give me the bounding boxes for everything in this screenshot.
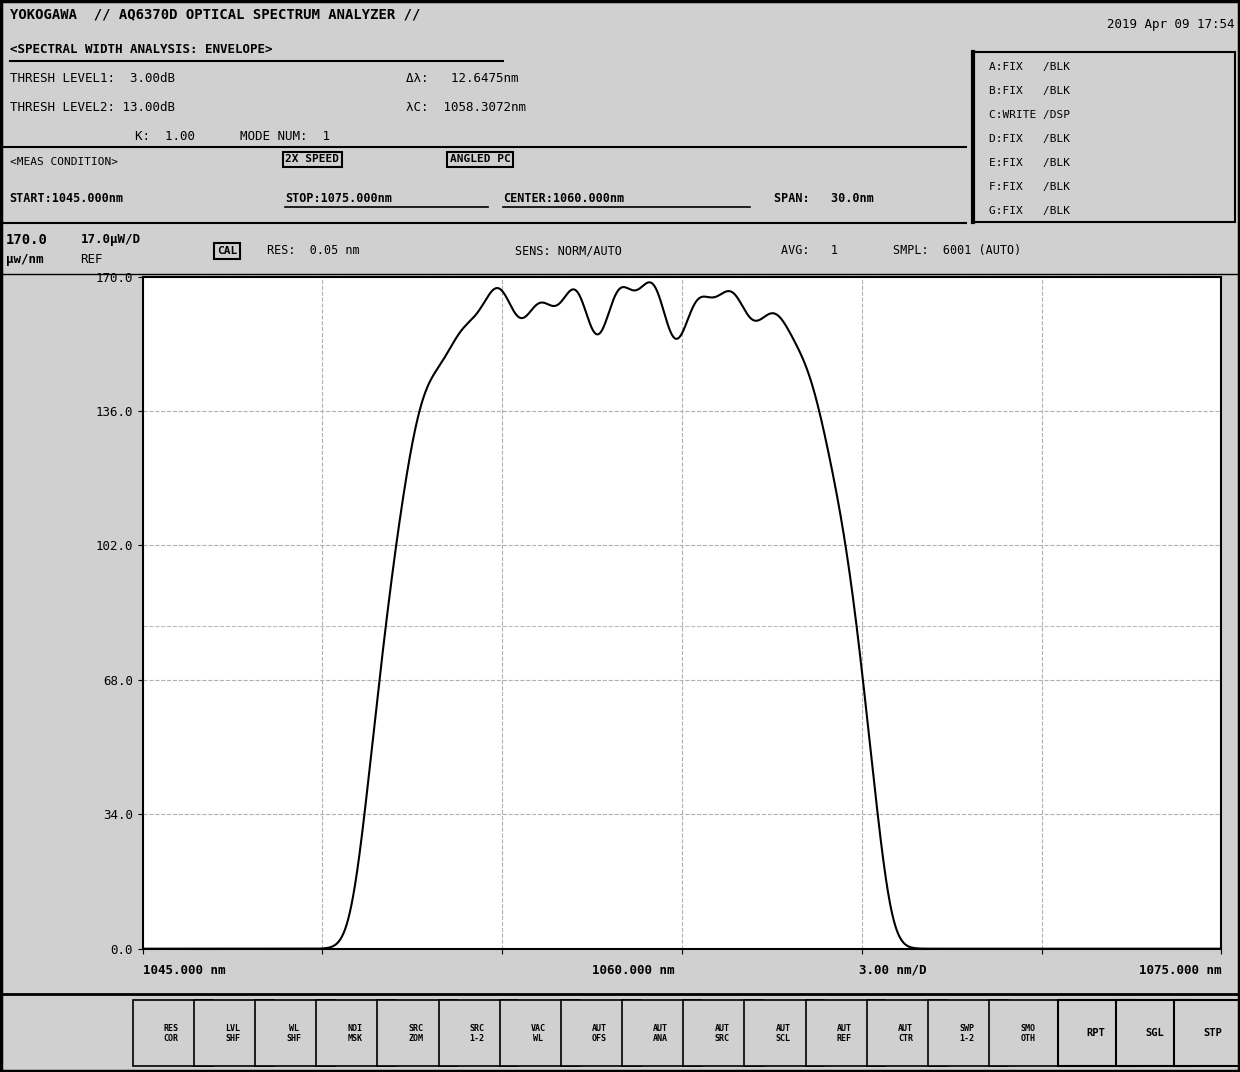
Text: AVG:   1: AVG: 1 <box>781 244 838 257</box>
Text: 1060.000 nm: 1060.000 nm <box>593 964 675 977</box>
Text: <MEAS CONDITION>: <MEAS CONDITION> <box>10 157 118 167</box>
Text: E:FIX   /BLK: E:FIX /BLK <box>990 158 1070 168</box>
Text: 2019 Apr 09 17:54: 2019 Apr 09 17:54 <box>1107 17 1235 31</box>
Text: LVL
SHF: LVL SHF <box>224 1024 241 1043</box>
FancyBboxPatch shape <box>316 1000 396 1067</box>
Text: λC:  1058.3072nm: λC: 1058.3072nm <box>407 102 526 115</box>
Text: AUT
REF: AUT REF <box>837 1024 852 1043</box>
FancyBboxPatch shape <box>377 1000 458 1067</box>
Text: START:1045.000nm: START:1045.000nm <box>10 192 124 205</box>
Text: RES
COR: RES COR <box>164 1024 179 1043</box>
Text: SWP
1-2: SWP 1-2 <box>959 1024 975 1043</box>
FancyBboxPatch shape <box>439 1000 518 1067</box>
Text: WL
SHF: WL SHF <box>286 1024 301 1043</box>
FancyBboxPatch shape <box>622 1000 702 1067</box>
Text: 17.0μW/D: 17.0μW/D <box>81 233 140 245</box>
Text: A:FIX   /BLK: A:FIX /BLK <box>990 62 1070 73</box>
Text: SRC
1-2: SRC 1-2 <box>470 1024 485 1043</box>
Text: 1045.000 nm: 1045.000 nm <box>143 964 226 977</box>
Text: THRESH LEVEL1:  3.00dB: THRESH LEVEL1: 3.00dB <box>10 73 175 86</box>
FancyBboxPatch shape <box>1058 1000 1135 1067</box>
Text: CAL: CAL <box>217 245 237 256</box>
FancyBboxPatch shape <box>133 1000 212 1067</box>
Text: SMO
OTH: SMO OTH <box>1021 1024 1035 1043</box>
Text: SPAN:   30.0nm: SPAN: 30.0nm <box>774 192 873 205</box>
FancyBboxPatch shape <box>683 1000 763 1067</box>
Text: AUT
SRC: AUT SRC <box>714 1024 729 1043</box>
Text: SGL: SGL <box>1145 1028 1164 1039</box>
Text: B:FIX   /BLK: B:FIX /BLK <box>990 86 1070 96</box>
Text: YOKOGAWA  // AQ6370D OPTICAL SPECTRUM ANALYZER //: YOKOGAWA // AQ6370D OPTICAL SPECTRUM ANA… <box>10 8 420 21</box>
FancyBboxPatch shape <box>500 1000 579 1067</box>
Text: 1075.000 nm: 1075.000 nm <box>1138 964 1221 977</box>
FancyBboxPatch shape <box>193 1000 274 1067</box>
FancyBboxPatch shape <box>928 1000 1008 1067</box>
Text: REF: REF <box>81 253 103 266</box>
FancyBboxPatch shape <box>560 1000 641 1067</box>
Text: AUT
SCL: AUT SCL <box>775 1024 791 1043</box>
Text: C:WRITE /DSP: C:WRITE /DSP <box>990 110 1070 120</box>
FancyBboxPatch shape <box>1174 1000 1240 1067</box>
Text: 2X SPEED: 2X SPEED <box>285 154 340 164</box>
Text: STP: STP <box>1203 1028 1223 1039</box>
Text: 3.00 nm/D: 3.00 nm/D <box>858 964 926 977</box>
FancyBboxPatch shape <box>744 1000 825 1067</box>
FancyBboxPatch shape <box>1116 1000 1193 1067</box>
Text: 170.0: 170.0 <box>6 233 48 247</box>
Text: THRESH LEVEL2: 13.00dB: THRESH LEVEL2: 13.00dB <box>10 102 175 115</box>
Text: AUT
CTR: AUT CTR <box>898 1024 913 1043</box>
Text: NOI
MSK: NOI MSK <box>347 1024 362 1043</box>
Text: RES:  0.05 nm: RES: 0.05 nm <box>267 244 360 257</box>
Text: Δλ:   12.6475nm: Δλ: 12.6475nm <box>407 73 518 86</box>
Text: K:  1.00      MODE NUM:  1: K: 1.00 MODE NUM: 1 <box>135 131 330 144</box>
Text: STOP:1075.000nm: STOP:1075.000nm <box>285 192 392 205</box>
Text: VAC
WL: VAC WL <box>531 1024 546 1043</box>
Text: <SPECTRAL WIDTH ANALYSIS: ENVELOPE>: <SPECTRAL WIDTH ANALYSIS: ENVELOPE> <box>10 43 272 57</box>
FancyBboxPatch shape <box>806 1000 885 1067</box>
Text: D:FIX   /BLK: D:FIX /BLK <box>990 134 1070 144</box>
FancyBboxPatch shape <box>867 1000 946 1067</box>
FancyBboxPatch shape <box>990 1000 1069 1067</box>
Text: ANGLED PC: ANGLED PC <box>450 154 511 164</box>
Text: μw/nm: μw/nm <box>6 253 43 266</box>
Text: CENTER:1060.000nm: CENTER:1060.000nm <box>503 192 624 205</box>
Text: SRC
ZOM: SRC ZOM <box>408 1024 424 1043</box>
Text: AUT
ANA: AUT ANA <box>653 1024 668 1043</box>
Text: F:FIX   /BLK: F:FIX /BLK <box>990 182 1070 192</box>
Text: G:FIX   /BLK: G:FIX /BLK <box>990 206 1070 215</box>
Text: SENS: NORM/AUTO: SENS: NORM/AUTO <box>515 244 621 257</box>
Text: AUT
OFS: AUT OFS <box>591 1024 608 1043</box>
Text: SMPL:  6001 (AUTO): SMPL: 6001 (AUTO) <box>893 244 1021 257</box>
Text: RPT: RPT <box>1086 1028 1106 1039</box>
FancyBboxPatch shape <box>255 1000 335 1067</box>
